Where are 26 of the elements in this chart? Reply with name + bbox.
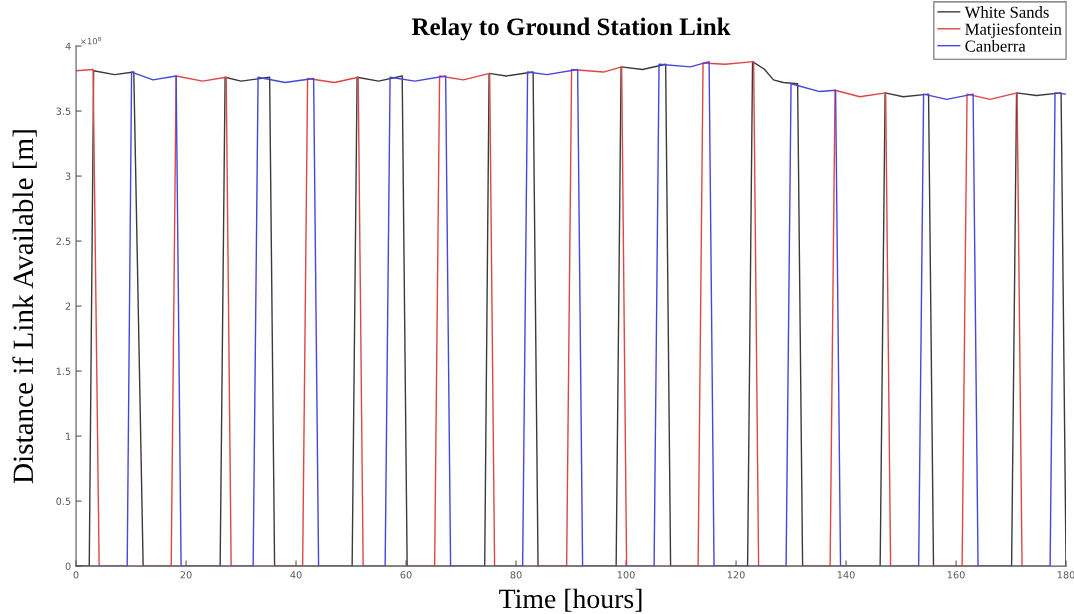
- y-axis-title: Distance if Link Available [m]: [12, 130, 37, 484]
- chart-title: Relay to Ground Station Link: [411, 17, 731, 41]
- y-tick-label: 2: [65, 302, 71, 310]
- y-tick-label: 4: [65, 42, 71, 50]
- y-tick-label: 2.5: [56, 237, 71, 245]
- x-tick-label: 160: [947, 571, 965, 579]
- legend-label: Matjiesfontein: [965, 22, 1062, 39]
- y-tick-label: 1: [66, 432, 71, 440]
- legend-label: Canberra: [965, 39, 1026, 52]
- y-tick-label: 3: [65, 172, 71, 180]
- x-tick-label: 120: [727, 571, 745, 579]
- y-tick-label: 3.5: [56, 107, 71, 115]
- legend-label: White Sands: [964, 6, 1049, 18]
- x-tick-label: 80: [510, 571, 522, 579]
- x-tick-label: 0: [73, 571, 79, 579]
- x-tick-label: 40: [290, 571, 302, 579]
- x-tick-label: 60: [400, 571, 412, 579]
- x-tick-label: 100: [617, 571, 635, 579]
- y-tick-label: 1.5: [56, 367, 71, 375]
- x-axis-title: Time [hours]: [499, 588, 642, 612]
- x-tick-label: 20: [180, 571, 192, 579]
- x-tick-label: 180: [1057, 571, 1074, 579]
- x-tick-label: 140: [837, 571, 855, 579]
- y-tick-label: 0: [65, 562, 71, 570]
- y-tick-label: 0.5: [56, 497, 71, 505]
- text: ×10$^{8}$: [81, 36, 101, 45]
